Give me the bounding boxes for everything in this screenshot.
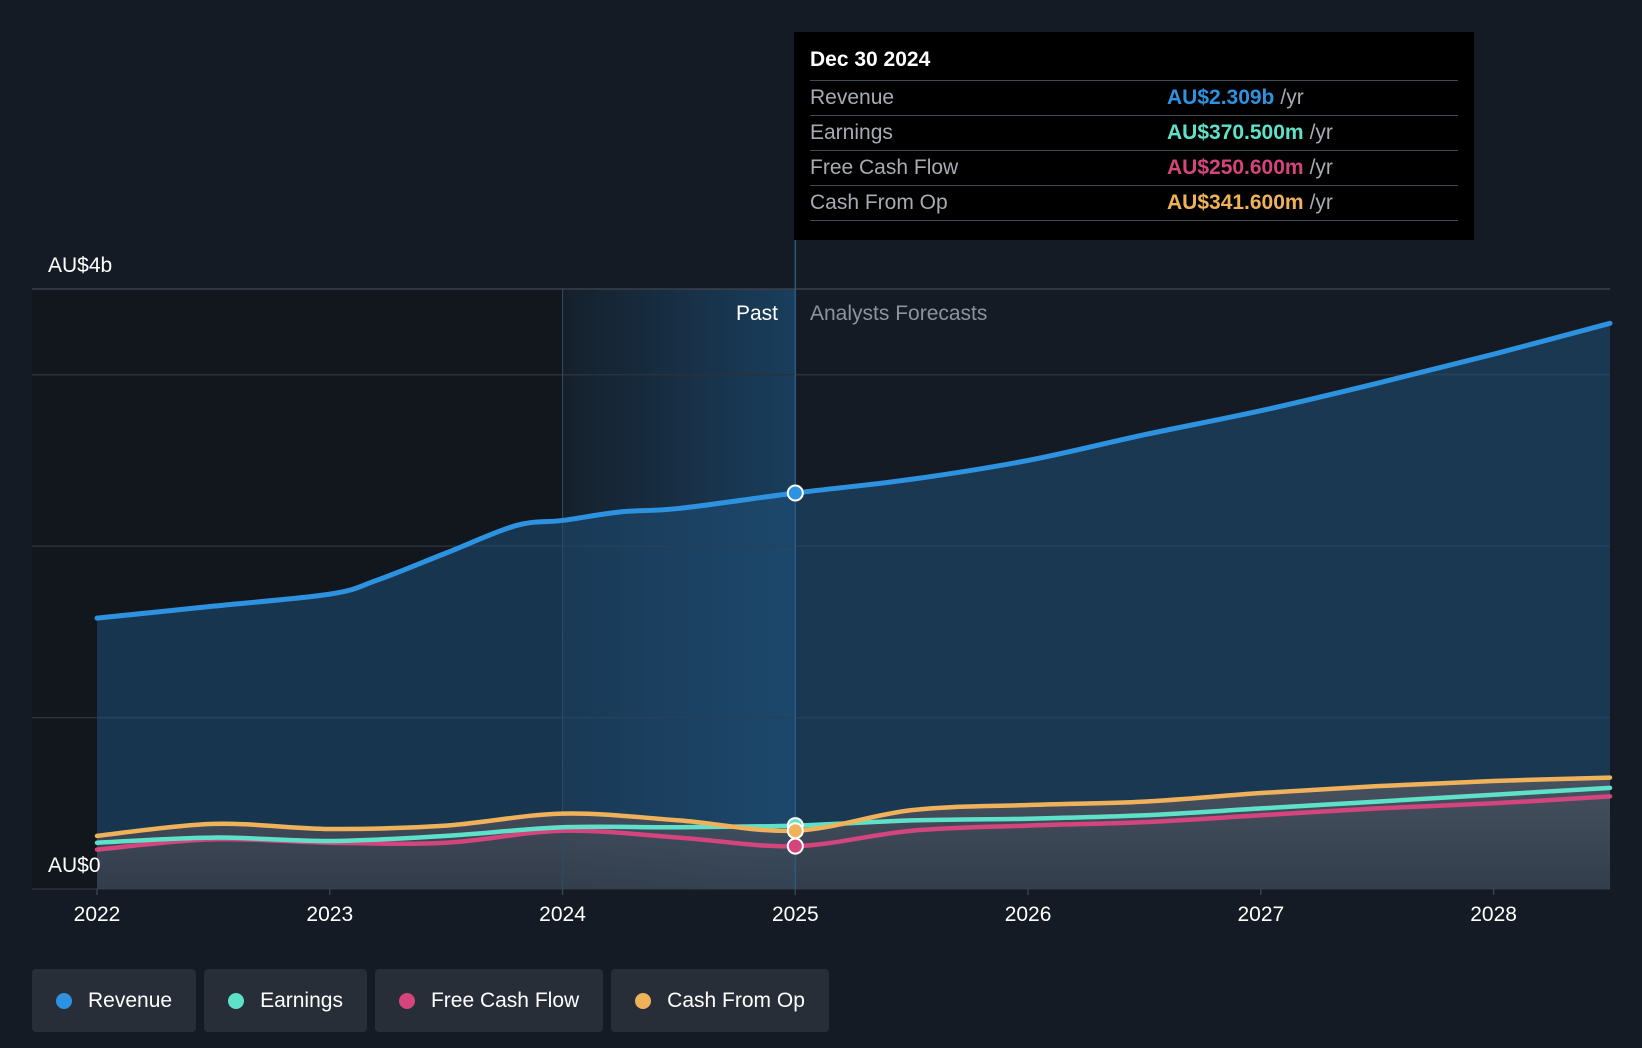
legend-dot-icon xyxy=(56,992,72,1009)
legend-label: Revenue xyxy=(88,988,173,1012)
tooltip-row-earnings: Earnings AU$370.500m /yr xyxy=(810,115,1458,150)
tooltip-row-cash-from-op: Cash From Op AU$341.600m /yr xyxy=(810,185,1458,221)
lower-series-area xyxy=(97,777,1610,889)
forecast-label: Analysts Forecasts xyxy=(810,302,987,325)
legend-dot-icon xyxy=(635,992,652,1009)
y-axis-label-bottom: AU$0 xyxy=(48,854,101,877)
series-line-cash-from-op xyxy=(94,775,1613,839)
tooltip-unit: /yr xyxy=(1309,191,1333,214)
tooltip-row-free-cash-flow: Free Cash Flow AU$250.600m /yr xyxy=(810,150,1458,185)
tooltip-unit: /yr xyxy=(1309,156,1333,179)
x-tick-label: 2028 xyxy=(1470,903,1517,926)
y-axis-label-top: AU$4b xyxy=(48,254,112,277)
tooltip-value: AU$250.600m xyxy=(1167,156,1304,179)
series-line-revenue xyxy=(94,320,1613,621)
tooltip-label: Earnings xyxy=(810,121,893,144)
x-tick-label: 2026 xyxy=(1005,903,1052,926)
legend-item-cash-from-op[interactable]: Cash From Op xyxy=(611,969,829,1032)
revenue-area xyxy=(97,323,1610,889)
legend-label: Cash From Op xyxy=(667,988,805,1012)
tooltip-row-revenue: Revenue AU$2.309b /yr xyxy=(810,80,1458,115)
x-tick-label: 2027 xyxy=(1237,903,1284,926)
tooltip-unit: /yr xyxy=(1280,86,1304,109)
legend-dot-icon xyxy=(228,992,245,1009)
x-tick-label: 2024 xyxy=(539,903,586,926)
legend-label: Earnings xyxy=(260,988,343,1012)
legend-item-earnings[interactable]: Earnings xyxy=(204,969,367,1032)
tooltip: Dec 30 2024 Revenue AU$2.309b /yr Earnin… xyxy=(794,32,1474,240)
tooltip-value: AU$2.309b xyxy=(1167,86,1275,109)
x-tick-label: 2025 xyxy=(772,903,819,926)
legend-label: Free Cash Flow xyxy=(430,988,580,1012)
marker-revenue xyxy=(786,484,804,502)
tooltip-label: Free Cash Flow xyxy=(810,156,959,179)
legend-item-revenue[interactable]: Revenue xyxy=(32,969,197,1032)
tooltip-label: Revenue xyxy=(810,86,895,109)
x-tick-label: 2023 xyxy=(306,903,353,926)
past-label: Past xyxy=(736,302,778,325)
tooltip-date: Dec 30 2024 xyxy=(810,48,931,71)
marker-cash-from-op xyxy=(786,822,804,840)
tooltip-unit: /yr xyxy=(1309,121,1333,144)
tooltip-value: AU$370.500m xyxy=(1167,121,1304,144)
legend-dot-icon xyxy=(398,992,415,1009)
marker-free-cash-flow xyxy=(786,837,804,855)
tooltip-label: Cash From Op xyxy=(810,191,948,214)
x-tick-label: 2022 xyxy=(74,903,121,926)
tooltip-value: AU$341.600m xyxy=(1167,191,1304,214)
legend: Revenue Earnings Free Cash Flow Cash Fro… xyxy=(32,969,829,1032)
legend-item-free-cash-flow[interactable]: Free Cash Flow xyxy=(374,969,604,1032)
